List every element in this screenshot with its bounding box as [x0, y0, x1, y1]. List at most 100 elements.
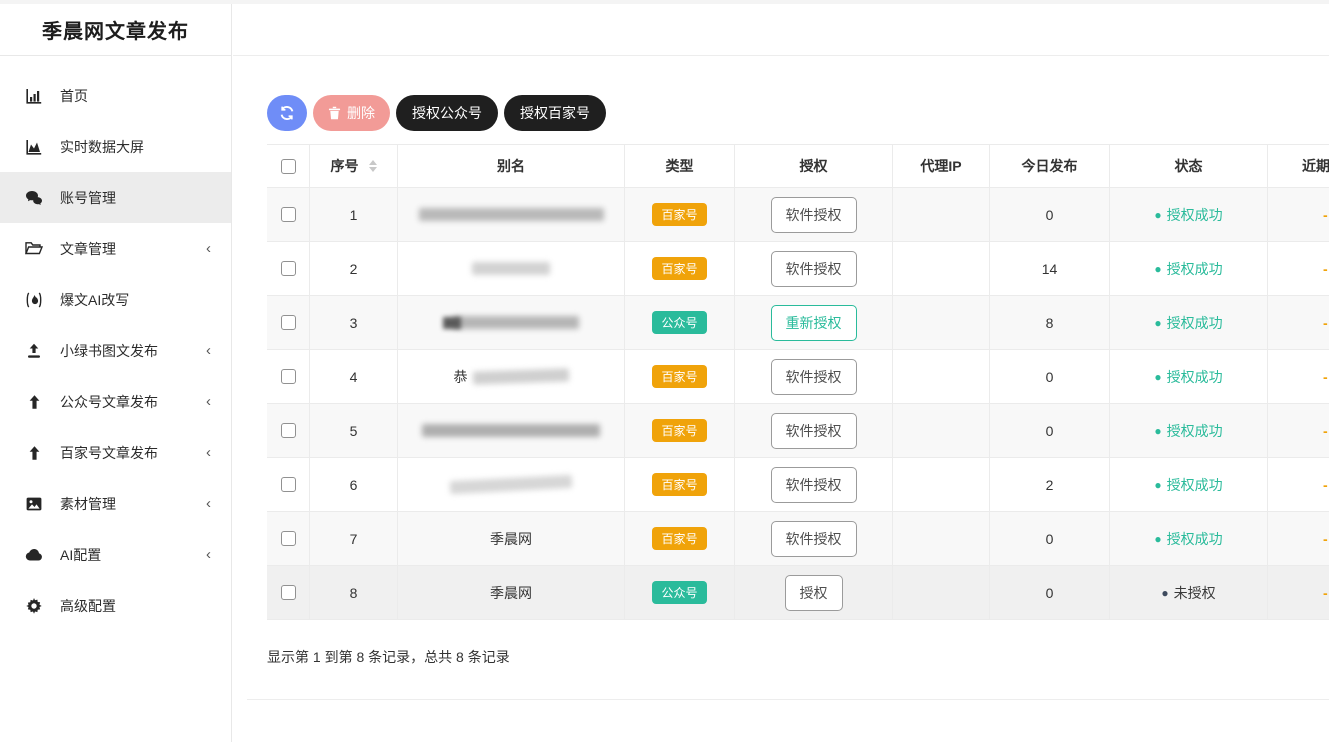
folder-open-icon: [24, 241, 44, 256]
row-checkbox[interactable]: [280, 423, 296, 438]
records-summary: 显示第 1 到第 8 条记录，总共 8 条记录: [267, 649, 510, 665]
software-auth-button[interactable]: 软件授权: [770, 520, 857, 557]
status-dot-icon: ●: [1154, 477, 1162, 492]
refresh-button[interactable]: [267, 95, 307, 131]
sidebar-item-home[interactable]: 首页: [0, 70, 231, 121]
row-alias-redacted: [398, 188, 625, 241]
table-row: 8 季晨网 公众号 授权 0 ● 未授权 -: [267, 566, 1329, 620]
software-auth-button[interactable]: 软件授权: [770, 250, 857, 287]
row-checkbox[interactable]: [280, 315, 296, 330]
sidebar-item-gzh-publish[interactable]: 公众号文章发布 ‹: [0, 376, 231, 427]
chevron-left-icon: ‹: [206, 393, 211, 410]
table-row: 1 百家号 软件授权 0 ● 授权成功 -: [267, 188, 1329, 242]
row-today-count: 8: [990, 296, 1110, 349]
header-proxy-ip: 代理IP: [893, 145, 990, 187]
row-today-count: 0: [990, 188, 1110, 241]
row-today-count: 14: [990, 242, 1110, 295]
select-all-checkbox[interactable]: [280, 158, 296, 174]
sidebar-item-ai-config[interactable]: AI配置 ‹: [0, 529, 231, 580]
row-today-count: 0: [990, 512, 1110, 565]
header-status: 状态: [1110, 145, 1268, 187]
software-auth-button[interactable]: 软件授权: [770, 358, 857, 395]
sidebar-item-label: 文章管理: [60, 240, 116, 257]
header-auth: 授权: [735, 145, 893, 187]
accounts-icon: [24, 190, 44, 206]
row-today-count: 0: [990, 350, 1110, 403]
bottom-divider: [247, 699, 1329, 700]
row-alias: 季晨网: [398, 512, 625, 565]
sort-icon[interactable]: [368, 160, 377, 172]
row-checkbox[interactable]: [280, 531, 296, 546]
fire-icon: [24, 292, 44, 308]
chevron-left-icon: ‹: [206, 546, 211, 563]
sidebar-item-xiaolvshu-publish[interactable]: 小绿书图文发布 ‹: [0, 325, 231, 376]
chevron-left-icon: ‹: [206, 240, 211, 257]
type-badge: 公众号: [652, 581, 707, 604]
main-content: 删除 授权公众号 授权百家号 序号 别名 类型 授权 代理IP 今日发布 状态 …: [233, 56, 1329, 742]
header-type: 类型: [625, 145, 735, 187]
refresh-icon: [279, 105, 295, 121]
delete-button-label: 删除: [347, 105, 375, 121]
sidebar-item-bjh-publish[interactable]: 百家号文章发布 ‹: [0, 427, 231, 478]
app-title: 季晨网文章发布: [0, 4, 231, 56]
row-proxy-ip: [893, 458, 990, 511]
recent-mark: -: [1323, 584, 1328, 601]
software-auth-button[interactable]: 软件授权: [770, 196, 857, 233]
software-auth-button[interactable]: 软件授权: [770, 412, 857, 449]
top-strip: [0, 0, 1329, 4]
authorize-button[interactable]: 授权: [784, 574, 843, 611]
status-dot-icon: ●: [1154, 315, 1162, 330]
area-chart-icon: [24, 139, 44, 155]
row-alias-partial: 恭: [398, 350, 625, 403]
sidebar-item-label: 首页: [60, 87, 88, 104]
software-auth-button[interactable]: 软件授权: [770, 466, 857, 503]
delete-button[interactable]: 删除: [313, 95, 390, 131]
row-checkbox[interactable]: [280, 207, 296, 222]
row-today-count: 2: [990, 458, 1110, 511]
status-dot-icon: ●: [1154, 423, 1162, 438]
recent-mark: -: [1323, 314, 1328, 331]
row-proxy-ip: [893, 566, 990, 619]
row-checkbox[interactable]: [280, 585, 296, 600]
header-alias: 别名: [398, 145, 625, 187]
row-proxy-ip: [893, 188, 990, 241]
sidebar-item-ai-rewrite[interactable]: 爆文AI改写: [0, 274, 231, 325]
row-checkbox[interactable]: [280, 477, 296, 492]
type-badge: 百家号: [652, 365, 707, 388]
type-badge: 百家号: [652, 419, 707, 442]
status-badge: ● 未授权: [1161, 584, 1216, 601]
sidebar-item-accounts[interactable]: 账号管理: [0, 172, 231, 223]
type-badge: 百家号: [652, 473, 707, 496]
authorize-baijiahao-button[interactable]: 授权百家号: [504, 95, 606, 131]
status-dot-icon: ●: [1154, 369, 1162, 384]
authorize-gongzhonghao-button[interactable]: 授权公众号: [396, 95, 498, 131]
trash-icon: [328, 106, 341, 120]
type-badge: 百家号: [652, 257, 707, 280]
header-recent-label: 近期: [1302, 158, 1329, 174]
row-checkbox[interactable]: [280, 261, 296, 276]
sidebar-item-materials[interactable]: 素材管理 ‹: [0, 478, 231, 529]
row-proxy-ip: [893, 404, 990, 457]
status-dot-icon: ●: [1154, 207, 1162, 222]
header-seq[interactable]: 序号: [310, 145, 398, 187]
status-badge: ● 授权成功: [1154, 260, 1223, 277]
row-proxy-ip: [893, 350, 990, 403]
sidebar-item-articles[interactable]: 文章管理 ‹: [0, 223, 231, 274]
reauthorize-button[interactable]: 重新授权: [770, 304, 857, 341]
row-checkbox[interactable]: [280, 369, 296, 384]
sidebar: 季晨网文章发布 首页 实时数据大屏 账号管理 文章管理 ‹: [0, 4, 232, 742]
recent-mark: -: [1323, 422, 1328, 439]
row-proxy-ip: [893, 242, 990, 295]
sidebar-item-label: 百家号文章发布: [60, 444, 158, 461]
table-row: 5 百家号 软件授权 0 ● 授权成功 -: [267, 404, 1329, 458]
header-recent: 近期: [1268, 145, 1329, 187]
row-seq: 7: [310, 512, 398, 565]
status-badge: ● 授权成功: [1154, 314, 1223, 331]
status-dot-icon: ●: [1161, 585, 1169, 600]
sidebar-item-advanced-config[interactable]: 高级配置: [0, 580, 231, 631]
sidebar-item-label: 实时数据大屏: [60, 138, 144, 155]
recent-mark: -: [1323, 530, 1328, 547]
header-today-published: 今日发布: [990, 145, 1110, 187]
sidebar-item-realtime-screen[interactable]: 实时数据大屏: [0, 121, 231, 172]
bar-chart-icon: [24, 88, 44, 104]
